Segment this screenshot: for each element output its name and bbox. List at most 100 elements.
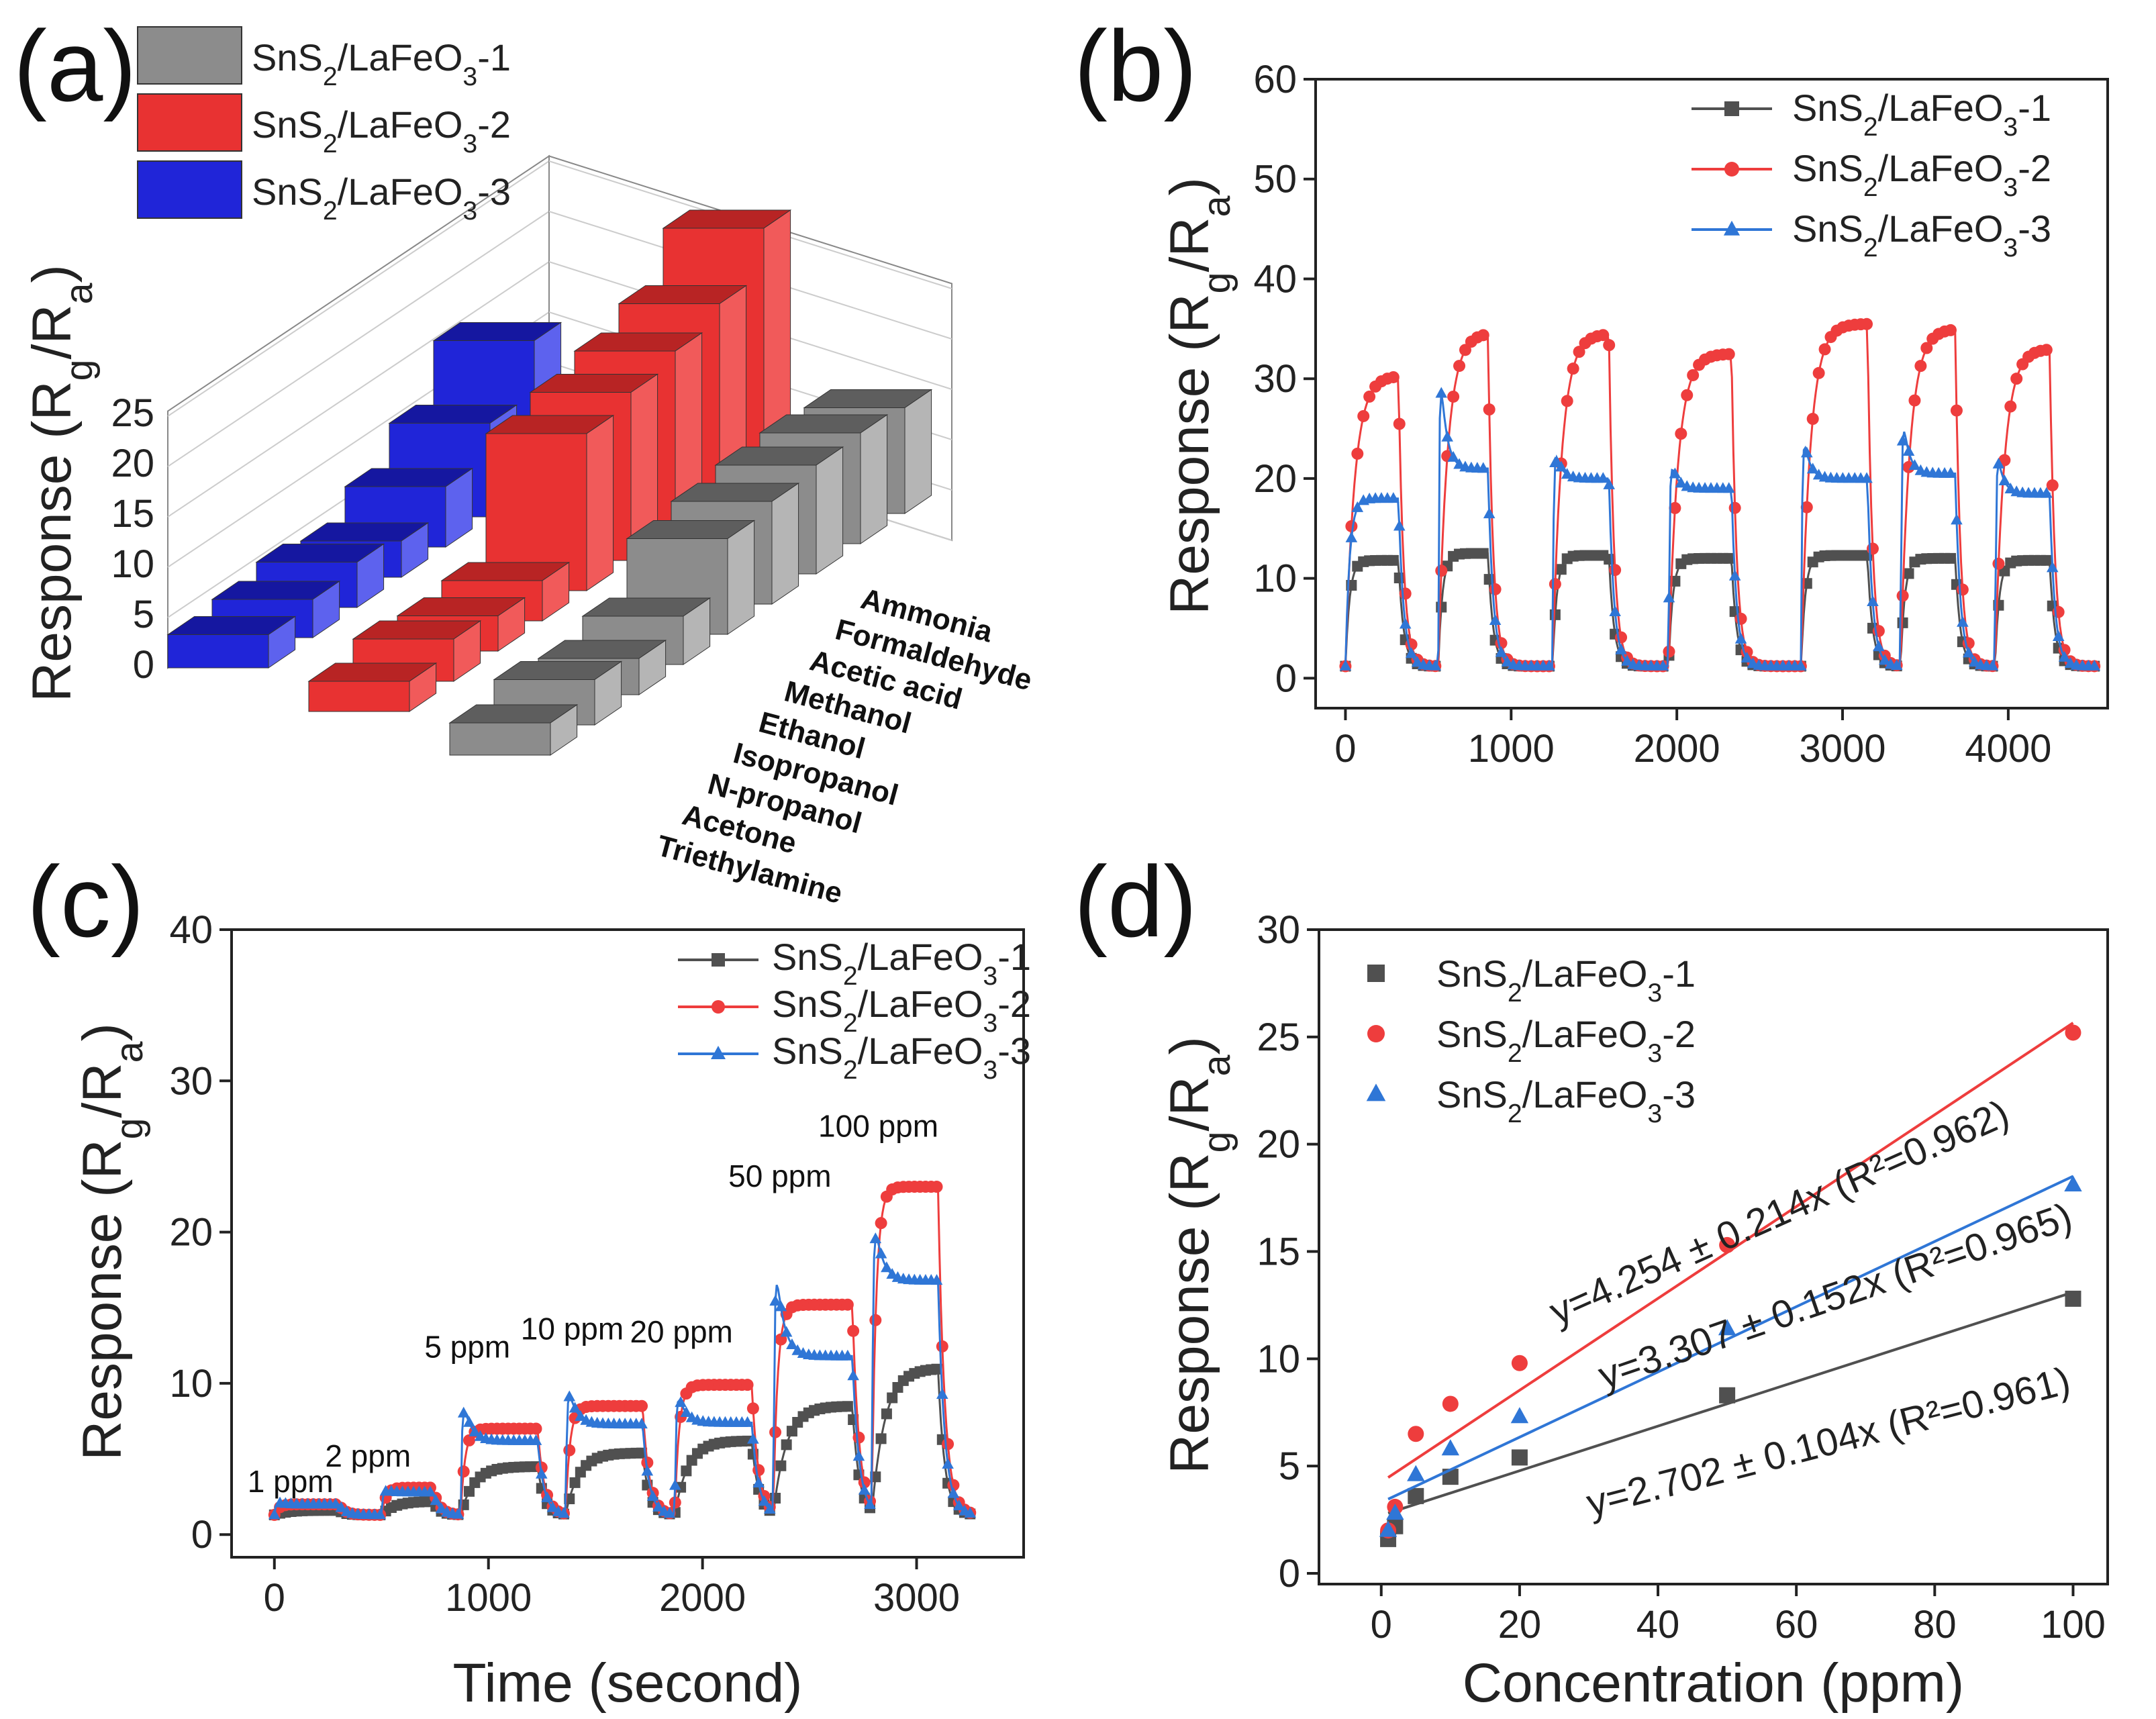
b-point-s3 — [1399, 618, 1412, 629]
b-point-s3 — [1657, 659, 1669, 671]
d-x-axis-label: Concentration (ppm) — [1463, 1653, 1964, 1714]
b-point-s2 — [1549, 578, 1561, 591]
b-point-s2 — [1896, 589, 1909, 602]
d-plot-frame — [1318, 928, 2109, 1585]
a-y-tick-label: 15 — [111, 492, 154, 536]
b-point-s2 — [1734, 612, 1747, 625]
c-point-s3 — [875, 1247, 887, 1259]
d-legend-label: SnS2/LaFeO3-2 — [1436, 1013, 1696, 1068]
b-point-s2 — [1956, 583, 1969, 596]
d-data-point-3 — [1510, 1407, 1529, 1424]
c-point-s1 — [931, 1363, 942, 1375]
b-point-s2 — [1345, 520, 1358, 532]
b-point-s3 — [1621, 654, 1633, 666]
b-point-s2 — [2004, 400, 2017, 413]
panel-b-line-chart: 0 1000 2000 3000 4000 0 10 20 30 40 50 60 Response (… — [1159, 58, 2109, 771]
b-y-tick-label: 30 — [1253, 357, 1297, 401]
b-x-tick-label: 1000 — [1468, 727, 1555, 771]
d-data-point-1 — [2065, 1290, 2081, 1307]
b-point-s3 — [1549, 456, 1561, 468]
b-point-s3 — [1902, 445, 1915, 456]
b-y-tick-label: 40 — [1253, 257, 1297, 301]
d-y-tick-label: 0 — [1279, 1552, 1300, 1595]
d-y-tick-label: 20 — [1257, 1123, 1300, 1167]
c-x-tick-label: 0 — [264, 1576, 285, 1620]
b-point-s2 — [1861, 317, 1873, 330]
c-point-s3 — [858, 1483, 871, 1495]
b-series-line-s3 — [1344, 393, 2095, 667]
b-point-s3 — [1663, 591, 1675, 603]
b-legend-label: SnS2/LaFeO3-1 — [1792, 87, 2051, 142]
d-data-point-1 — [1408, 1487, 1424, 1504]
b-point-s2 — [1609, 564, 1622, 577]
panel-label-b: (b) — [1074, 9, 1197, 122]
c-point-s3 — [636, 1418, 648, 1429]
a-y-tick-label: 25 — [111, 391, 154, 435]
c-point-s3 — [268, 1508, 281, 1520]
b-point-s1 — [1945, 552, 1957, 564]
a-legend-swatch — [137, 93, 242, 152]
c-legend-label: SnS2/LaFeO3-2 — [772, 983, 1031, 1038]
b-point-s2 — [1687, 369, 1700, 381]
c-point-s3 — [646, 1490, 659, 1502]
d-x-tick-label: 20 — [1498, 1603, 1542, 1647]
c-point-s2 — [636, 1399, 648, 1412]
b-point-s2 — [2010, 373, 2023, 385]
a-bar-side-s2 — [586, 415, 614, 591]
b-point-s3 — [1861, 472, 1873, 483]
d-y-tick-label: 10 — [1257, 1337, 1300, 1381]
a-grid-line — [167, 211, 550, 467]
b-legend-marker — [1723, 220, 1741, 236]
b-point-s3 — [1597, 472, 1610, 483]
c-point-s3 — [930, 1274, 943, 1285]
b-point-s3 — [1477, 462, 1489, 473]
d-data-point-3 — [2064, 1175, 2082, 1192]
b-point-s2 — [1920, 342, 1933, 354]
c-point-s2 — [875, 1217, 887, 1230]
b-point-s3 — [1501, 655, 1514, 667]
b-point-s3 — [1393, 520, 1406, 531]
b-point-s3 — [1435, 387, 1448, 398]
b-point-s1 — [1555, 564, 1567, 575]
d-x-tick-label: 40 — [1636, 1603, 1680, 1647]
c-point-s1 — [464, 1485, 475, 1497]
c-point-s2 — [869, 1314, 882, 1326]
c-point-s3 — [424, 1485, 436, 1497]
b-point-s3 — [1896, 434, 1909, 446]
c-point-s3 — [541, 1491, 553, 1502]
b-legend-label: SnS2/LaFeO3-3 — [1792, 207, 2051, 262]
d-data-point-3 — [1386, 1504, 1404, 1520]
b-point-s3 — [1945, 466, 1957, 478]
b-point-s2 — [1945, 324, 1957, 336]
d-data-point-2 — [2065, 1024, 2081, 1041]
b-point-s3 — [1615, 643, 1627, 654]
d-legend-marker — [1367, 965, 1385, 982]
b-point-s2 — [1908, 394, 1921, 407]
a-grid-line — [167, 160, 550, 417]
b-point-s3 — [1561, 468, 1573, 479]
b-point-s2 — [1477, 329, 1489, 342]
b-point-s1 — [1903, 568, 1914, 579]
c-point-s3 — [569, 1402, 581, 1413]
c-point-s3 — [457, 1406, 470, 1418]
b-plot-frame — [1314, 78, 2109, 709]
b-point-s1 — [1436, 601, 1447, 613]
b-point-s2 — [1561, 395, 1573, 407]
b-point-s3 — [1411, 656, 1424, 667]
c-y-tick-label: 0 — [191, 1513, 213, 1557]
b-point-s1 — [1477, 548, 1489, 559]
b-point-s3 — [1495, 646, 1508, 657]
c-point-s3 — [942, 1457, 954, 1469]
c-point-s3 — [864, 1497, 876, 1509]
b-point-s3 — [1351, 501, 1364, 512]
b-series-line-s1 — [1344, 552, 2095, 668]
c-x-tick-label: 3000 — [873, 1576, 960, 1620]
c-point-s2 — [847, 1324, 860, 1337]
c-ppm-annotation: 5 ppm — [424, 1330, 510, 1365]
c-point-s3 — [852, 1450, 865, 1461]
c-y-axis-label: Response (Rg/Ra) — [72, 1023, 151, 1461]
panel-d-scatter-chart: 0 20 40 60 80 100 0 5 10 15 20 25 30 Response (Rg/Ra)… — [1159, 908, 2109, 1714]
c-point-s3 — [741, 1416, 754, 1427]
b-point-s3 — [1800, 446, 1813, 458]
